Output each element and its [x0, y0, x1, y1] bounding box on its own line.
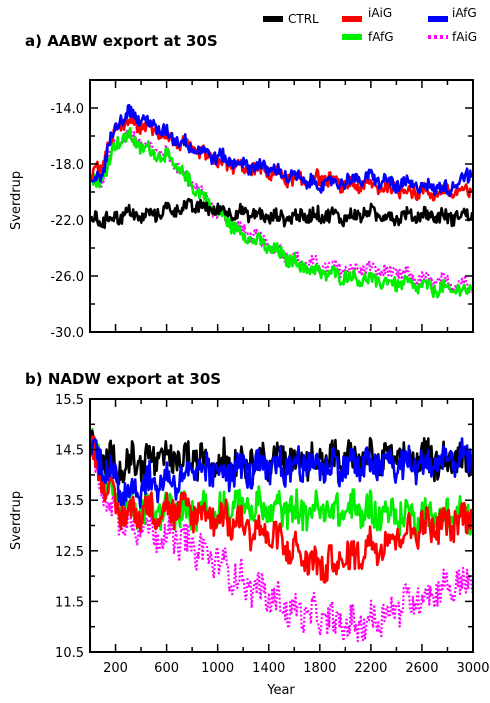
- panel-a-ylabel: Sverdrup: [9, 171, 24, 230]
- panel-b-ytick-label: 12.5: [55, 545, 84, 560]
- legend: CTRL iAiG iAfG fAfG fAiG: [263, 6, 477, 44]
- panel-a-ytick-label: -22.0: [50, 214, 84, 229]
- panel-b-title: b) NADW export at 30S: [25, 370, 221, 388]
- panel-b-ylabel: Sverdrup: [9, 491, 24, 550]
- panel-b-xtick-label: 600: [154, 661, 179, 676]
- panel-b-axes: 15.5 14.5 13.5 12.5 11.5 10.5 200 600 1000 1400 18…: [55, 393, 490, 676]
- panel-a-series-ctrl: [90, 197, 474, 230]
- panel-a-series-fafg: [90, 126, 474, 299]
- legend-label-faig: fAiG: [452, 30, 477, 44]
- panel-a-ytick-label: -30.0: [50, 326, 84, 341]
- panel-b-ytick-label: 10.5: [55, 646, 84, 661]
- panel-b-ytick-label: 15.5: [55, 393, 84, 408]
- panel-b-xtick-label: 200: [103, 661, 128, 676]
- panel-a-ytick-label: -26.0: [50, 270, 84, 285]
- panel-a-series-iafg: [90, 103, 474, 197]
- legend-item-fafg: fAfG: [342, 30, 394, 44]
- panel-b-ytick-label: 13.5: [55, 494, 84, 509]
- legend-item-iaig: iAiG: [342, 6, 392, 22]
- legend-item-iafg: iAfG: [428, 6, 477, 22]
- legend-item-ctrl: CTRL: [263, 12, 319, 26]
- panel-a-title: a) AABW export at 30S: [25, 32, 218, 50]
- panel-b-ytick-label: 11.5: [55, 595, 84, 610]
- panel-a: a) AABW export at 30S -14.0 -18.0 -22.0 -26…: [9, 32, 474, 341]
- panel-b: b) NADW export at 30S 15.5 14.5 13.5 12.5 11…: [9, 370, 490, 698]
- panel-a-ytick-label: -14.0: [50, 102, 84, 117]
- panel-b-series-iaig: [90, 435, 474, 584]
- panel-b-series: [90, 427, 474, 643]
- panel-b-xlabel: Year: [266, 683, 295, 698]
- legend-item-faig: fAiG: [428, 30, 477, 44]
- panel-b-series-iafg: [90, 437, 474, 509]
- panel-a-axes: -14.0 -18.0 -22.0 -26.0 -30.0: [50, 80, 474, 341]
- panel-b-xtick-label: 2600: [405, 661, 438, 676]
- panel-b-xtick-label: 1800: [303, 661, 336, 676]
- panel-b-xtick-label: 1400: [252, 661, 285, 676]
- panel-b-series-faig: [90, 431, 474, 643]
- legend-label-iafg: iAfG: [452, 6, 477, 20]
- panel-a-ytick-label: -18.0: [50, 158, 84, 173]
- panel-b-ytick-label: 14.5: [55, 444, 84, 459]
- legend-label-iaig: iAiG: [368, 6, 392, 20]
- panel-b-xtick-label: 1000: [201, 661, 234, 676]
- panel-b-xtick-label: 3000: [456, 661, 489, 676]
- panel-b-xtick-label: 2200: [354, 661, 387, 676]
- legend-label-fafg: fAfG: [368, 30, 394, 44]
- panel-a-frame: [89, 79, 474, 333]
- panel-a-series: [90, 103, 474, 299]
- legend-label-ctrl: CTRL: [288, 12, 319, 26]
- panel-b-frame: [89, 398, 474, 653]
